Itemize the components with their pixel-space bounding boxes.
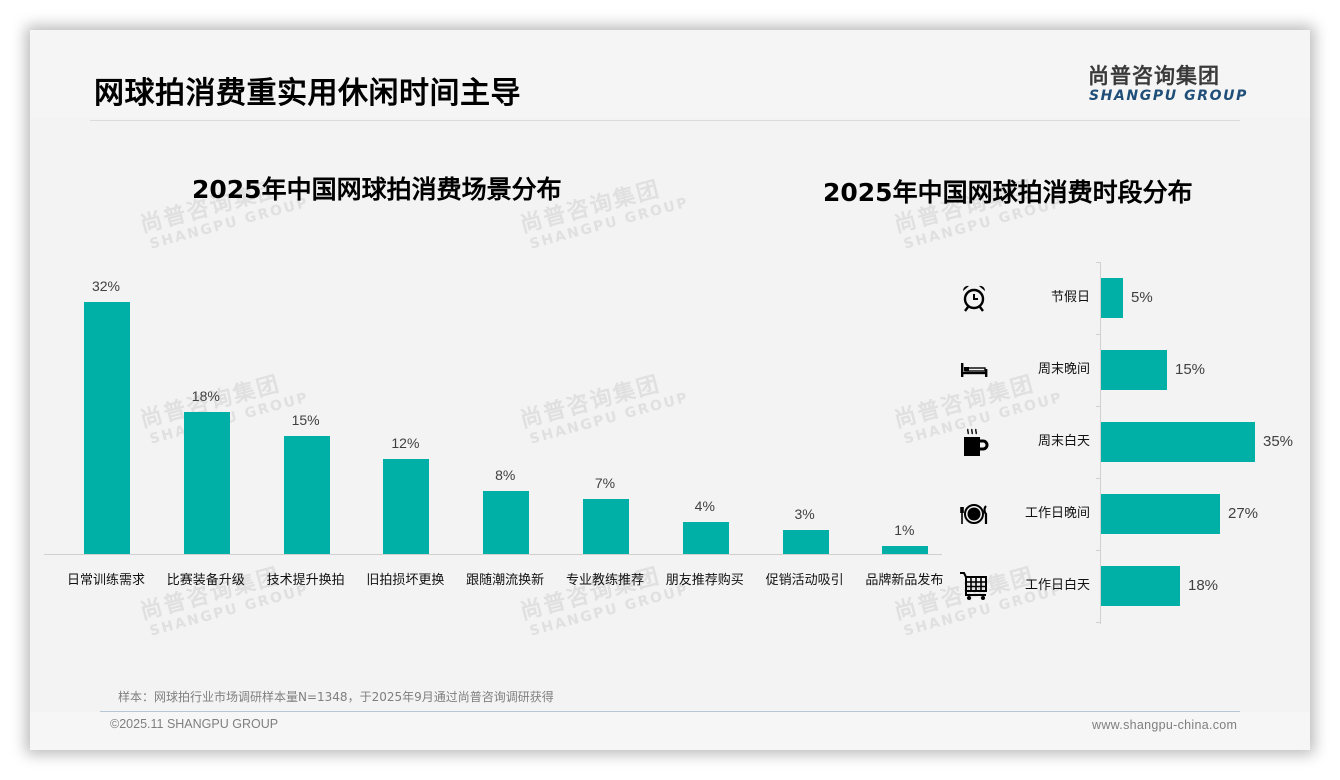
bar-value-label: 12% <box>391 435 420 451</box>
category-label: 日常训练需求 <box>66 573 145 588</box>
time-bar-chart: 节假日 5% 周末晚间 15% 周末白天 35% 工作日晚间 27% 工作日白天 18% <box>950 262 1310 624</box>
x-axis-line <box>44 554 942 555</box>
category-label: 技术提升换拍 <box>266 573 345 588</box>
title-divider <box>90 120 1240 121</box>
bar <box>1101 278 1123 318</box>
company-logo-cn: 尚普咨询集团 <box>1088 64 1220 88</box>
bar-group: 15% 技术提升换拍 <box>256 270 356 600</box>
bar-value-label: 4% <box>694 498 715 514</box>
bar-group: 4% 朋友推荐购买 <box>655 270 755 600</box>
shopping-cart-icon <box>958 570 990 602</box>
footer-band <box>30 712 1310 750</box>
bar-group: 32% 日常训练需求 <box>56 270 156 600</box>
bar-row: 周末白天 35% <box>950 406 1310 478</box>
category-label: 工作日晚间 <box>1024 506 1090 521</box>
footer-divider <box>100 711 1240 712</box>
slide: 网球拍消费重实用休闲时间主导 尚普咨询集团 SHANGPU GROUP 尚普咨询… <box>30 30 1310 750</box>
bar-value-label: 35% <box>1263 433 1294 450</box>
category-label: 比赛装备升级 <box>166 573 245 588</box>
time-chart-title: 2025年中国网球拍消费时段分布 <box>823 178 1193 207</box>
bar-value-label: 18% <box>1188 577 1219 594</box>
category-label: 品牌新品发布 <box>865 573 944 588</box>
axis-tick <box>1096 262 1101 263</box>
page-title: 网球拍消费重实用休闲时间主导 <box>94 76 521 111</box>
bar-value-label: 1% <box>894 522 915 538</box>
axis-tick <box>1096 406 1101 407</box>
sample-note: 样本：网球拍行业市场调研样本量N=1348，于2025年9月通过尚普咨询调研获得 <box>118 690 554 704</box>
bar-group: 12% 旧拍损坏更换 <box>355 270 455 600</box>
bar-row: 工作日晚间 27% <box>950 478 1310 550</box>
bar <box>1101 494 1220 534</box>
bar-value-label: 3% <box>794 506 815 522</box>
bar-group: 1% 品牌新品发布 <box>854 270 954 600</box>
bar <box>483 491 530 554</box>
bar <box>183 412 230 554</box>
bar-group: 3% 促销活动吸引 <box>755 270 855 600</box>
bar-row: 周末晚间 15% <box>950 334 1310 406</box>
bar <box>383 459 430 554</box>
bar-value-label: 15% <box>1175 361 1206 378</box>
axis-tick <box>1096 550 1101 551</box>
scene-bar-chart: 32% 日常训练需求 18% 比赛装备升级 15% 技术提升换拍 12% 旧拍损坏更换 8% 跟随… <box>44 270 943 600</box>
bar <box>84 302 130 554</box>
bar <box>1101 422 1255 462</box>
bar <box>782 530 829 554</box>
category-label: 促销活动吸引 <box>765 573 844 588</box>
bar <box>1101 566 1180 606</box>
category-label: 周末白天 <box>1037 434 1090 449</box>
bar-value-label: 5% <box>1131 289 1153 306</box>
category-label: 朋友推荐购买 <box>665 573 744 588</box>
bar-group: 7% 专业教练推荐 <box>555 270 655 600</box>
bed-icon <box>958 354 990 386</box>
alarm-clock-icon <box>958 282 990 314</box>
bar <box>283 436 330 554</box>
category-label: 节假日 <box>1050 290 1090 305</box>
bar-value-label: 27% <box>1228 505 1259 522</box>
website-link[interactable]: www.shangpu-china.com <box>1092 718 1238 732</box>
bar-value-label: 32% <box>91 278 121 294</box>
bar-row: 工作日白天 18% <box>950 550 1310 622</box>
bar-row: 节假日 5% <box>950 262 1310 334</box>
axis-tick <box>1096 622 1101 623</box>
bar-value-label: 18% <box>191 388 220 404</box>
bar <box>583 499 629 554</box>
bar <box>1101 350 1167 390</box>
bar-group: 18% 比赛装备升级 <box>156 270 256 600</box>
dining-plate-icon <box>958 498 990 530</box>
bar <box>682 522 729 554</box>
axis-end <box>950 622 1310 623</box>
category-label: 跟随潮流换新 <box>466 573 545 588</box>
axis-tick <box>1096 334 1101 335</box>
hot-coffee-icon <box>958 426 990 458</box>
bar-value-label: 7% <box>594 475 616 491</box>
category-label: 旧拍损坏更换 <box>366 573 445 588</box>
category-label: 周末晚间 <box>1037 362 1090 377</box>
bar-value-label: 15% <box>291 412 320 428</box>
y-axis-line <box>1100 262 1101 624</box>
bar-value-label: 8% <box>495 467 516 483</box>
company-logo-en: SHANGPU GROUP <box>1089 88 1248 104</box>
category-label: 专业教练推荐 <box>565 573 644 588</box>
bar <box>882 546 929 554</box>
axis-tick <box>1096 478 1101 479</box>
header-band <box>30 30 1310 118</box>
bar-group: 8% 跟随潮流换新 <box>455 270 555 600</box>
category-label: 工作日白天 <box>1024 578 1090 593</box>
copyright: ©2025.11 SHANGPU GROUP <box>110 717 279 731</box>
scene-chart-title: 2025年中国网球拍消费场景分布 <box>192 175 562 204</box>
